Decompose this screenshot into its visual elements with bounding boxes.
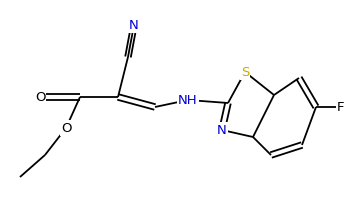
- Text: O: O: [61, 122, 71, 134]
- Text: S: S: [241, 65, 249, 78]
- Text: N: N: [217, 123, 227, 137]
- Text: N: N: [129, 19, 139, 31]
- Text: O: O: [35, 91, 45, 104]
- Text: F: F: [337, 100, 345, 114]
- Text: NH: NH: [178, 93, 198, 107]
